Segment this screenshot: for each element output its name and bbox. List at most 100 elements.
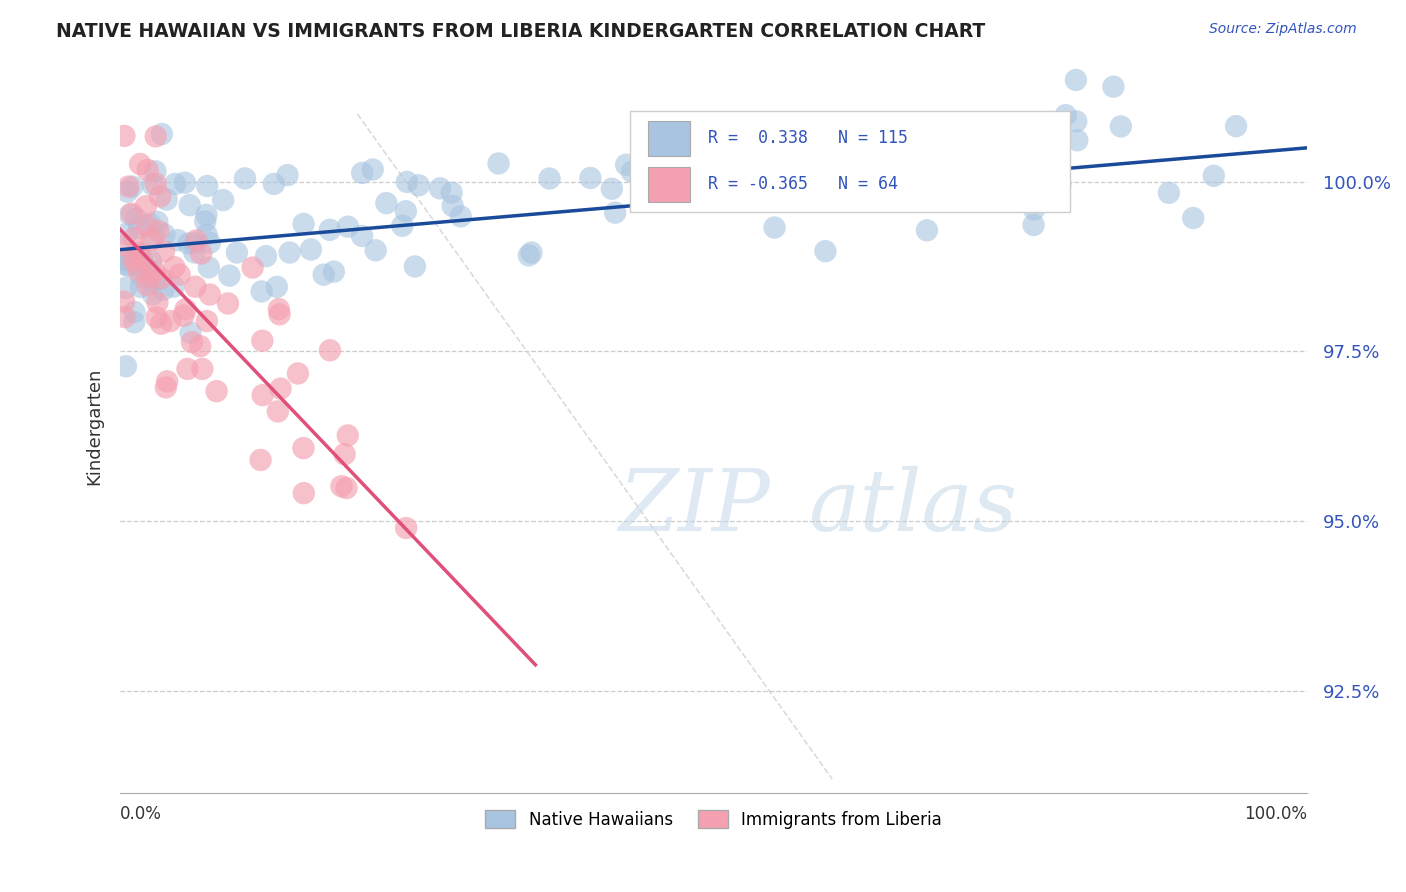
Point xyxy=(1049,177,1071,191)
Point xyxy=(648,164,671,178)
Point xyxy=(122,315,145,329)
Point xyxy=(375,196,398,211)
Point xyxy=(141,254,163,268)
Point xyxy=(195,178,218,193)
Point xyxy=(150,127,173,141)
Point xyxy=(117,179,139,194)
Point xyxy=(112,294,135,309)
Point xyxy=(115,227,138,241)
Point xyxy=(153,244,176,259)
Point xyxy=(429,181,451,195)
Point xyxy=(191,362,214,376)
Point xyxy=(139,217,162,231)
Point xyxy=(266,280,288,294)
Point xyxy=(125,211,148,226)
Point xyxy=(225,245,247,260)
Point xyxy=(128,245,150,260)
Point xyxy=(233,171,256,186)
Point xyxy=(250,285,273,299)
Point xyxy=(198,235,221,250)
Point xyxy=(1064,73,1087,87)
Text: R = -0.365   N = 64: R = -0.365 N = 64 xyxy=(707,176,897,194)
Point xyxy=(118,208,141,222)
Point xyxy=(173,309,195,323)
Point xyxy=(915,223,938,237)
Point xyxy=(183,245,205,260)
Point xyxy=(270,382,292,396)
Point xyxy=(169,268,191,282)
Point xyxy=(336,219,359,234)
Y-axis label: Kindergarten: Kindergarten xyxy=(86,368,103,485)
Point xyxy=(150,317,173,331)
Point xyxy=(145,310,167,325)
Point xyxy=(1022,218,1045,232)
Point xyxy=(194,214,217,228)
Point xyxy=(312,268,335,282)
Point xyxy=(125,255,148,269)
Point xyxy=(115,253,138,268)
Point xyxy=(173,176,195,190)
Point xyxy=(600,182,623,196)
Point xyxy=(319,343,342,358)
Text: NATIVE HAWAIIAN VS IMMIGRANTS FROM LIBERIA KINDERGARTEN CORRELATION CHART: NATIVE HAWAIIAN VS IMMIGRANTS FROM LIBER… xyxy=(56,22,986,41)
Point xyxy=(800,151,823,165)
Point xyxy=(1066,133,1088,147)
Point xyxy=(322,265,344,279)
Point xyxy=(333,447,356,461)
Point xyxy=(115,253,138,268)
Point xyxy=(520,245,543,260)
Point xyxy=(931,166,953,180)
Point xyxy=(198,287,221,301)
Point xyxy=(112,238,135,252)
Point xyxy=(166,233,188,247)
Point xyxy=(267,404,290,418)
Point xyxy=(538,171,561,186)
Point xyxy=(1054,108,1077,122)
Point xyxy=(700,145,723,160)
Point xyxy=(174,302,197,317)
Point xyxy=(142,287,165,301)
Bar xyxy=(648,167,690,202)
Point xyxy=(177,236,200,251)
Point xyxy=(242,260,264,275)
Point xyxy=(195,314,218,328)
Point xyxy=(1182,211,1205,225)
Point xyxy=(156,375,179,389)
Point xyxy=(179,198,201,212)
Point xyxy=(138,262,160,277)
Point xyxy=(145,164,167,178)
Point xyxy=(129,157,152,171)
Point xyxy=(184,279,207,293)
Point xyxy=(1102,79,1125,94)
Point xyxy=(176,362,198,376)
Point xyxy=(128,257,150,271)
Point xyxy=(155,380,177,394)
Point xyxy=(292,217,315,231)
Point xyxy=(352,229,374,244)
Point xyxy=(180,326,202,340)
Point xyxy=(149,189,172,203)
Point xyxy=(579,171,602,186)
Point xyxy=(136,163,159,178)
Point xyxy=(217,296,239,310)
Point xyxy=(361,162,384,177)
Point xyxy=(115,258,138,272)
Point xyxy=(408,178,430,193)
Point xyxy=(195,208,218,222)
Point xyxy=(277,168,299,182)
Text: 100.0%: 100.0% xyxy=(1244,805,1308,823)
Point xyxy=(205,384,228,399)
Point xyxy=(263,177,285,191)
Point xyxy=(330,479,353,493)
Point xyxy=(718,192,741,206)
Point xyxy=(614,158,637,172)
Point xyxy=(1064,114,1087,128)
Point xyxy=(292,441,315,455)
Point xyxy=(319,223,342,237)
Point xyxy=(159,314,181,328)
Point xyxy=(150,271,173,285)
Point xyxy=(785,180,807,194)
Point xyxy=(1109,120,1132,134)
Point xyxy=(395,521,418,535)
Point xyxy=(249,453,271,467)
